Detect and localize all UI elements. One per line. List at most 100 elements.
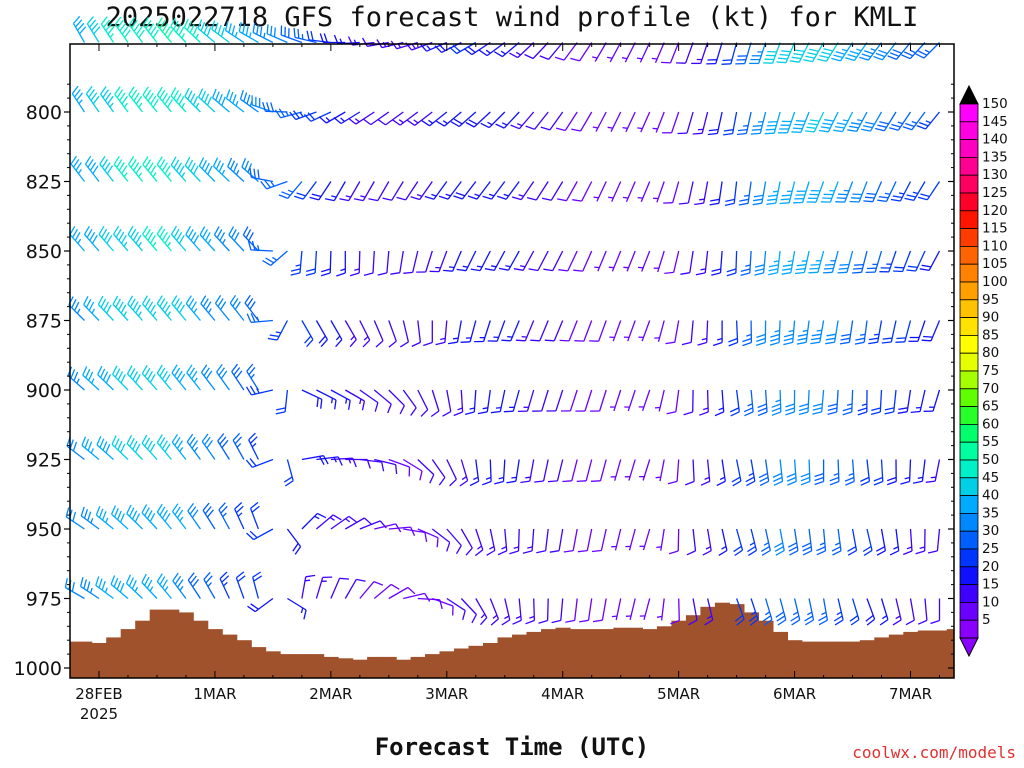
- barb-half-flag: [270, 181, 275, 187]
- barb-flag: [161, 579, 168, 589]
- barb-flag: [129, 368, 136, 378]
- wind-barb: [638, 389, 651, 412]
- wind-barb: [388, 458, 411, 477]
- terrain-column: [613, 627, 629, 678]
- barb-flag: [579, 619, 589, 623]
- barb-flag: [844, 476, 855, 482]
- wind-barb: [315, 320, 328, 348]
- barb-flag: [763, 619, 773, 626]
- barb-flag: [732, 480, 742, 487]
- barb-half-flag: [622, 126, 628, 129]
- y-tick-label: 900: [26, 380, 62, 402]
- barb-flag: [666, 411, 677, 415]
- colorbar-label: 30: [982, 523, 999, 539]
- colorbar-segment: [959, 352, 979, 372]
- barb-flag: [206, 96, 212, 106]
- barb-half-flag: [78, 99, 83, 105]
- barb-staff: [586, 528, 593, 551]
- wind-barb: [171, 503, 187, 530]
- wind-barb: [460, 320, 477, 343]
- barb-flag: [857, 411, 867, 416]
- wind-barb: [754, 250, 767, 276]
- barb-flag: [430, 410, 440, 418]
- wind-barb: [637, 250, 651, 272]
- wind-barb: [126, 504, 143, 530]
- barb-flag: [525, 125, 535, 130]
- barb-flag: [906, 269, 916, 272]
- barb-half-flag: [152, 172, 157, 178]
- wind-barb: [879, 598, 889, 626]
- barb-flag: [73, 15, 81, 24]
- barb-flag: [758, 472, 768, 479]
- barb-flag: [811, 337, 821, 341]
- barb-flag: [156, 295, 163, 304]
- wind-barb: [930, 598, 941, 625]
- barb-flag: [722, 59, 733, 62]
- barb-flag: [186, 21, 192, 31]
- barb-flag: [443, 269, 453, 272]
- wind-barb: [847, 528, 858, 556]
- wind-barb: [610, 459, 622, 481]
- barb-flag: [164, 26, 171, 36]
- wind-barb: [839, 320, 854, 345]
- barb-flag: [201, 90, 207, 101]
- terrain-column: [526, 631, 542, 678]
- wind-barb: [262, 250, 288, 266]
- barb-half-flag: [442, 120, 448, 125]
- barb-staff: [563, 42, 578, 61]
- barb-flag: [159, 89, 166, 99]
- wind-barb: [769, 320, 781, 346]
- barb-flag: [105, 443, 111, 454]
- wind-barb: [301, 320, 314, 348]
- barb-staff: [560, 598, 564, 621]
- wind-barb: [480, 111, 506, 129]
- barb-flag: [875, 52, 886, 58]
- barb-flag: [192, 578, 200, 588]
- barb-flag: [73, 371, 79, 382]
- wind-barb: [526, 181, 549, 201]
- barb-flag: [113, 577, 119, 588]
- barb-flag: [824, 119, 834, 122]
- barb-flag: [117, 371, 124, 381]
- barb-flag: [147, 23, 155, 32]
- wind-barb: [294, 181, 317, 200]
- barb-flag: [87, 159, 94, 168]
- barb-flag: [410, 407, 417, 416]
- wind-barb: [724, 181, 738, 207]
- terrain-column: [903, 631, 919, 678]
- wind-barb: [171, 433, 187, 460]
- barb-staff: [373, 389, 392, 405]
- barb-staff: [580, 111, 593, 132]
- barb-flag: [232, 432, 241, 441]
- barb-half-flag: [857, 119, 863, 122]
- barb-half-flag: [138, 241, 142, 247]
- barb-flag: [808, 271, 818, 274]
- barb-flag: [802, 546, 812, 552]
- barb-flag: [72, 511, 77, 522]
- barb-flag: [791, 619, 801, 626]
- wind-barb: [731, 459, 742, 487]
- barb-flag: [101, 580, 106, 591]
- barb-flag: [692, 132, 703, 135]
- wind-barb: [915, 42, 940, 59]
- barb-flag: [678, 202, 689, 205]
- wind-barb: [301, 574, 316, 599]
- wind-barb: [390, 250, 404, 275]
- wind-barb: [704, 598, 714, 626]
- wind-barb: [905, 598, 915, 626]
- barb-flag: [847, 550, 857, 556]
- barb-flag: [775, 550, 785, 556]
- barb-half-flag: [304, 579, 311, 582]
- barb-half-flag: [77, 169, 82, 174]
- barb-flag: [826, 333, 836, 337]
- barb-flag: [65, 507, 70, 517]
- barb-half-flag: [167, 241, 171, 247]
- barb-flag: [316, 397, 319, 408]
- wind-barb: [565, 598, 578, 623]
- wind-barb: [235, 571, 246, 599]
- barb-flag: [306, 268, 316, 273]
- wind-barb: [127, 225, 143, 252]
- barb-flag: [190, 301, 197, 311]
- barb-half-flag: [236, 443, 242, 448]
- barb-flag: [590, 480, 601, 482]
